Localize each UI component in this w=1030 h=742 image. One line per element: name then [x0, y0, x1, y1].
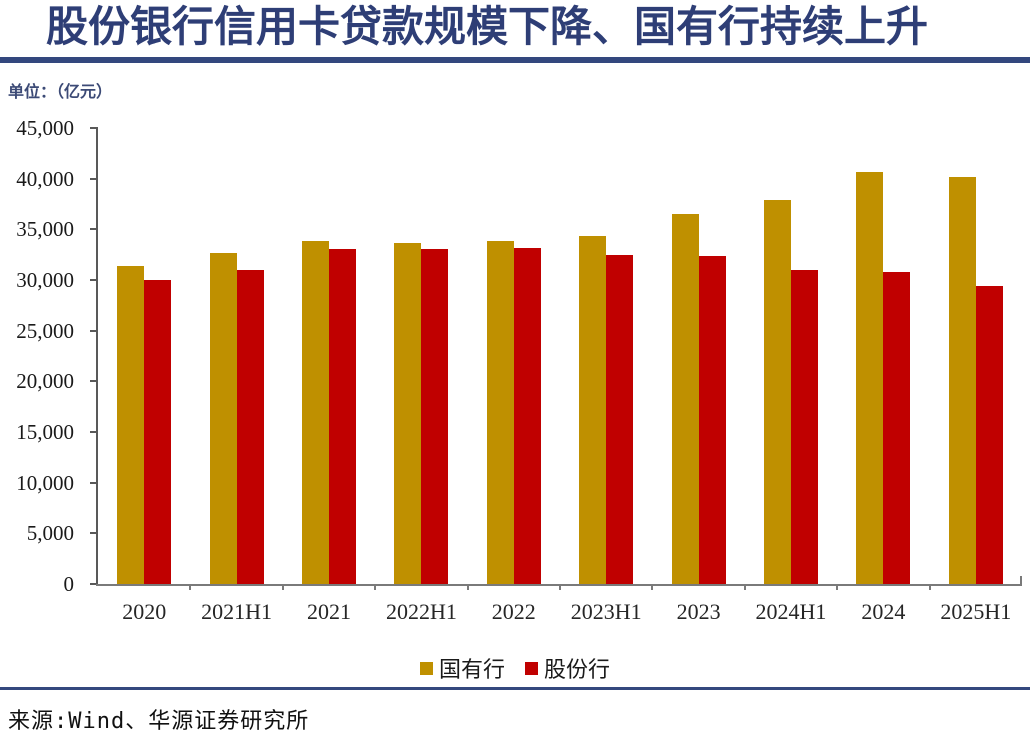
legend: 国有行 股份行: [0, 652, 1030, 684]
x-tick-label-2023: 2023: [676, 599, 721, 624]
legend-swatch-icon: [419, 661, 433, 675]
bar-series1-2020: [117, 266, 145, 584]
bar-series1-2021: [302, 241, 330, 584]
bar-series2-2020: [144, 280, 172, 584]
y-tick-mark: [90, 127, 98, 129]
x-tick-label-2021H1: 2021H1: [201, 599, 273, 624]
legend-item-series1: 国有行: [419, 652, 505, 684]
bar-group-2025H1: [930, 128, 1022, 584]
bar-series1-2022: [486, 241, 514, 584]
bar-group-2023H1: [560, 128, 652, 584]
bar-series1-2023H1: [579, 236, 607, 584]
y-tick-mark: [90, 177, 98, 180]
legend-label: 股份行: [544, 657, 611, 682]
bar-group-2024H1: [745, 128, 837, 584]
y-tick-mark: [90, 380, 98, 383]
bar-series2-2023: [698, 256, 726, 584]
bar-series2-2024H1: [791, 270, 819, 584]
x-tick-label-2020: 2020: [122, 599, 167, 624]
bar-series1-2021H1: [209, 253, 237, 584]
bar-series1-2024: [856, 172, 884, 584]
x-tick-label-2023H1: 2023H1: [570, 599, 642, 624]
y-tick-label: 45,000: [16, 116, 74, 140]
legend-item-series2: 股份行: [525, 652, 610, 684]
bar-group-2021H1: [190, 128, 282, 584]
x-tick-mark: [928, 584, 931, 590]
y-tick-label: 40,000: [16, 166, 74, 191]
bar-series2-2021H1: [236, 270, 264, 584]
y-tick-label: 25,000: [16, 318, 74, 343]
bar-group-2023: [652, 128, 744, 584]
y-tick-label: 35,000: [16, 217, 74, 242]
y-tick-mark: [90, 279, 98, 281]
legend-label: 国有行: [438, 657, 505, 682]
bar-series2-2022H1: [421, 249, 449, 584]
x-tick-label-2025H1: 2025H1: [940, 599, 1012, 624]
bar-group-2021: [283, 128, 375, 584]
x-tick-label-2022H1: 2022H1: [385, 599, 457, 624]
bar-series2-2025H1: [975, 286, 1003, 584]
y-tick-mark: [90, 228, 98, 231]
x-tick-label-2021: 2021: [306, 599, 351, 624]
x-tick-mark: [374, 584, 377, 590]
x-tick-label-2024H1: 2024H1: [755, 599, 827, 624]
bar-series2-2022: [513, 248, 541, 584]
legend-swatch-icon: [525, 661, 538, 675]
x-tick-mark: [836, 584, 839, 590]
title-divider: [0, 57, 1030, 63]
x-tick-label-2024: 2024: [861, 599, 906, 624]
x-axis-end-tick: [1020, 576, 1022, 584]
y-tick-mark: [90, 329, 98, 332]
source-note: 来源:Wind、华源证券研究所: [8, 709, 310, 734]
x-tick-label-2022: 2022: [491, 599, 536, 624]
y-tick-mark: [90, 583, 98, 585]
y-axis-line: [96, 128, 98, 586]
x-tick-mark: [281, 584, 284, 590]
bar-group-2020: [98, 128, 190, 584]
bar-series2-2021: [329, 249, 357, 584]
x-tick-mark: [651, 584, 654, 590]
bar-series1-2024H1: [764, 200, 792, 584]
bar-series2-2024: [883, 272, 911, 584]
y-tick-label: 0: [63, 572, 75, 596]
x-tick-mark: [743, 584, 746, 590]
bar-group-2022H1: [375, 128, 467, 584]
bottom-divider: [0, 687, 1030, 690]
bar-series1-2025H1: [948, 177, 976, 584]
bar-group-2024: [837, 128, 929, 584]
chart-title: 股份银行信用卡贷款规模下降、国有行持续上升: [46, 3, 929, 50]
y-tick-mark: [90, 481, 98, 484]
y-tick-mark: [90, 431, 98, 433]
bar-series1-2023: [671, 214, 699, 584]
y-tick-label: 5,000: [26, 521, 74, 546]
plot-area: [98, 128, 1022, 584]
x-tick-mark: [189, 584, 192, 590]
bar-series1-2022H1: [394, 243, 422, 584]
x-tick-mark: [466, 584, 469, 590]
bar-group-2022: [468, 128, 560, 584]
y-tick-label: 30,000: [16, 268, 74, 292]
y-tick-label: 15,000: [16, 420, 74, 444]
x-tick-mark: [559, 584, 561, 590]
unit-label: 单位：（亿元）: [8, 84, 113, 101]
bar-series2-2023H1: [606, 255, 634, 584]
y-tick-label: 10,000: [16, 470, 74, 495]
y-tick-label: 20,000: [16, 369, 74, 394]
y-tick-mark: [90, 532, 98, 535]
